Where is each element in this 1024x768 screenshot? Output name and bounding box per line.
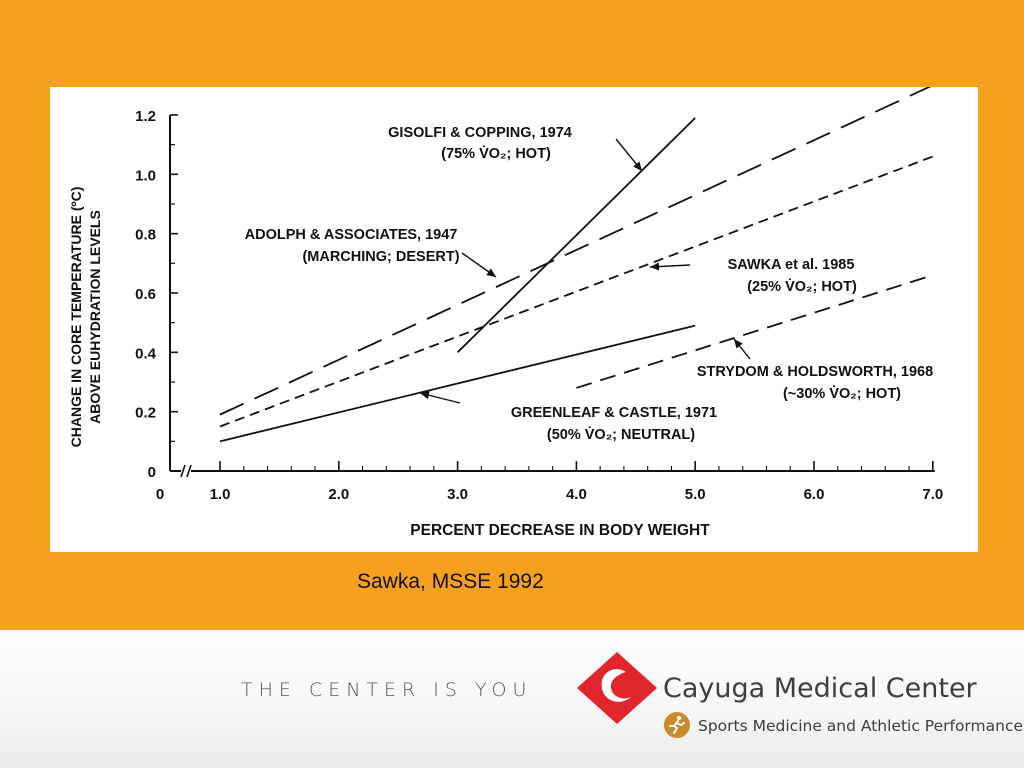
y-tick-label: 0.4 <box>135 345 157 362</box>
series-label-name: STRYDOM & HOLDSWORTH, 1968 <box>697 364 933 380</box>
y-tick-label: 0.8 <box>135 227 156 244</box>
x-tick-label: 4.0 <box>566 486 587 503</box>
chart-panel: 0 0.2 0.4 0.6 0.8 1.0 1.2 0 1.0 2.0 3.0 4.0 5.0 6.0 7.… <box>50 87 978 552</box>
series-line-5 <box>576 274 934 389</box>
series-label-condition: (~30% V̇O₂; HOT) <box>783 385 901 402</box>
series-label-condition: (50% V̇O₂; NEUTRAL) <box>547 426 695 443</box>
x-tick-label: 7.0 <box>922 486 943 503</box>
y-axis-title-line-2: ABOVE EUHYDRATION LEVELS <box>87 210 103 424</box>
y-tick-label: 0.2 <box>135 405 156 422</box>
brand-name: Cayuga Medical Center <box>663 673 977 704</box>
x-tick-label: 2.0 <box>328 486 349 503</box>
annotation-arrow-head <box>420 391 430 400</box>
x-tick-label: 5.0 <box>685 486 706 503</box>
annotation-arrow-head <box>633 161 642 171</box>
runner-badge-icon <box>664 712 690 738</box>
y-tick-label: 0 <box>148 464 156 481</box>
series-line-4 <box>219 324 696 443</box>
sub-brand-name: Sports Medicine and Athletic Performance <box>698 717 1024 735</box>
tagline: THE CENTER IS YOU <box>241 679 533 701</box>
series-line-2 <box>219 87 932 416</box>
series-label-name: GREENLEAF & CASTLE, 1971 <box>511 405 717 421</box>
annotation-arrow-head <box>734 339 743 349</box>
series-label-condition: (25% V̇O₂; HOT) <box>747 278 857 295</box>
series-label-condition: (75% V̇O₂; HOT) <box>441 145 551 162</box>
annotation-arrow-head <box>650 262 660 271</box>
figure-caption: Sawka, MSSE 1992 <box>357 570 544 593</box>
annotation-arrow-head <box>486 268 496 277</box>
axis-break-mark <box>186 464 192 478</box>
x-tick-label: 0 <box>156 486 164 503</box>
x-axis-title: PERCENT DECREASE IN BODY WEIGHT <box>410 522 710 539</box>
y-axis-title-line-1: CHANGE IN CORE TEMPERATURE (ºC) <box>68 187 84 448</box>
series-line-1 <box>456 117 696 353</box>
series-label-name: ADOLPH & ASSOCIATES, 1947 <box>245 227 458 243</box>
cayuga-diamond-logo-icon <box>577 652 657 724</box>
series-label-name: GISOLFI & COPPING, 1974 <box>388 125 572 141</box>
series-label-condition: (MARCHING; DESERT) <box>302 249 459 265</box>
footer-bar <box>0 630 1024 768</box>
y-tick-label: 0.6 <box>135 286 156 303</box>
y-tick-label: 1.0 <box>135 167 156 184</box>
x-tick-label: 3.0 <box>447 486 468 503</box>
line-chart: 0 0.2 0.4 0.6 0.8 1.0 1.2 0 1.0 2.0 3.0 4.0 5.0 6.0 7.… <box>68 87 943 539</box>
axis-break-mark <box>180 464 186 478</box>
x-tick-label: 6.0 <box>804 486 825 503</box>
y-tick-label: 1.2 <box>135 108 156 125</box>
series-label-name: SAWKA et al. 1985 <box>728 257 855 273</box>
x-tick-label: 1.0 <box>210 486 231 503</box>
